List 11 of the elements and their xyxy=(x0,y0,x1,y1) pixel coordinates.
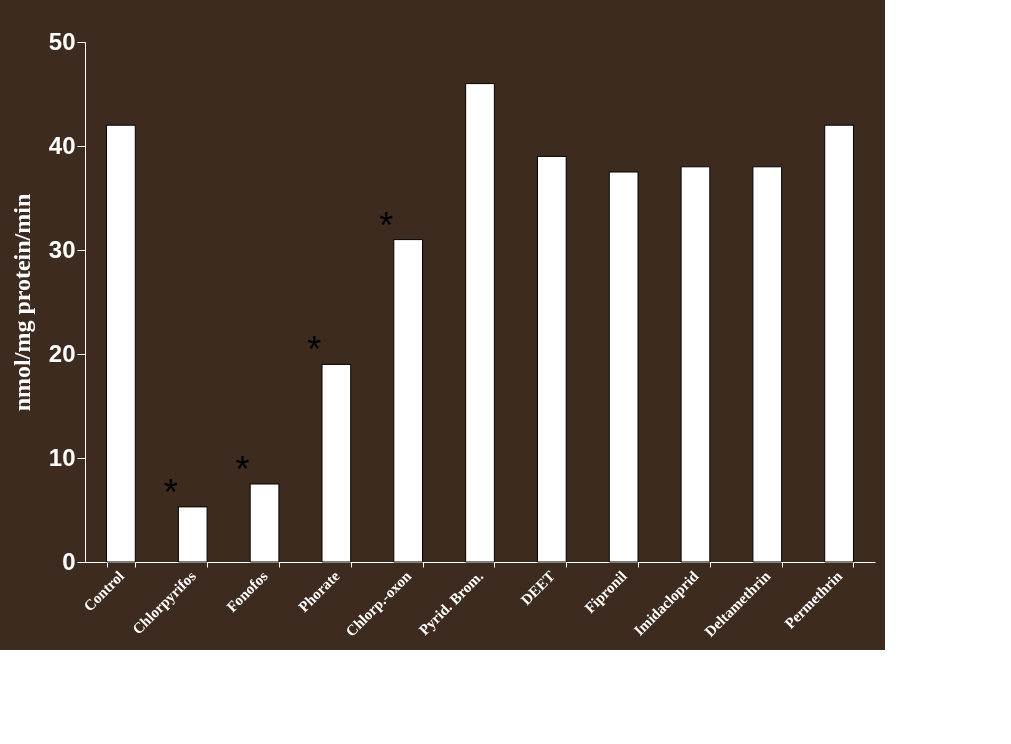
y-axis-title: nmol/mg protein/min xyxy=(8,193,35,412)
y-tick-label: 20 xyxy=(48,339,76,367)
y-tick-label: 0 xyxy=(62,547,76,575)
y-tick-label: 30 xyxy=(48,235,76,263)
annotation: * xyxy=(235,449,250,490)
y-tick-label: 50 xyxy=(48,27,76,55)
annotation: * xyxy=(163,471,178,513)
y-tick-label: 10 xyxy=(48,443,76,471)
y-tick-label: 40 xyxy=(48,131,76,159)
annotation: * xyxy=(379,204,394,246)
annotation: * xyxy=(307,329,322,371)
